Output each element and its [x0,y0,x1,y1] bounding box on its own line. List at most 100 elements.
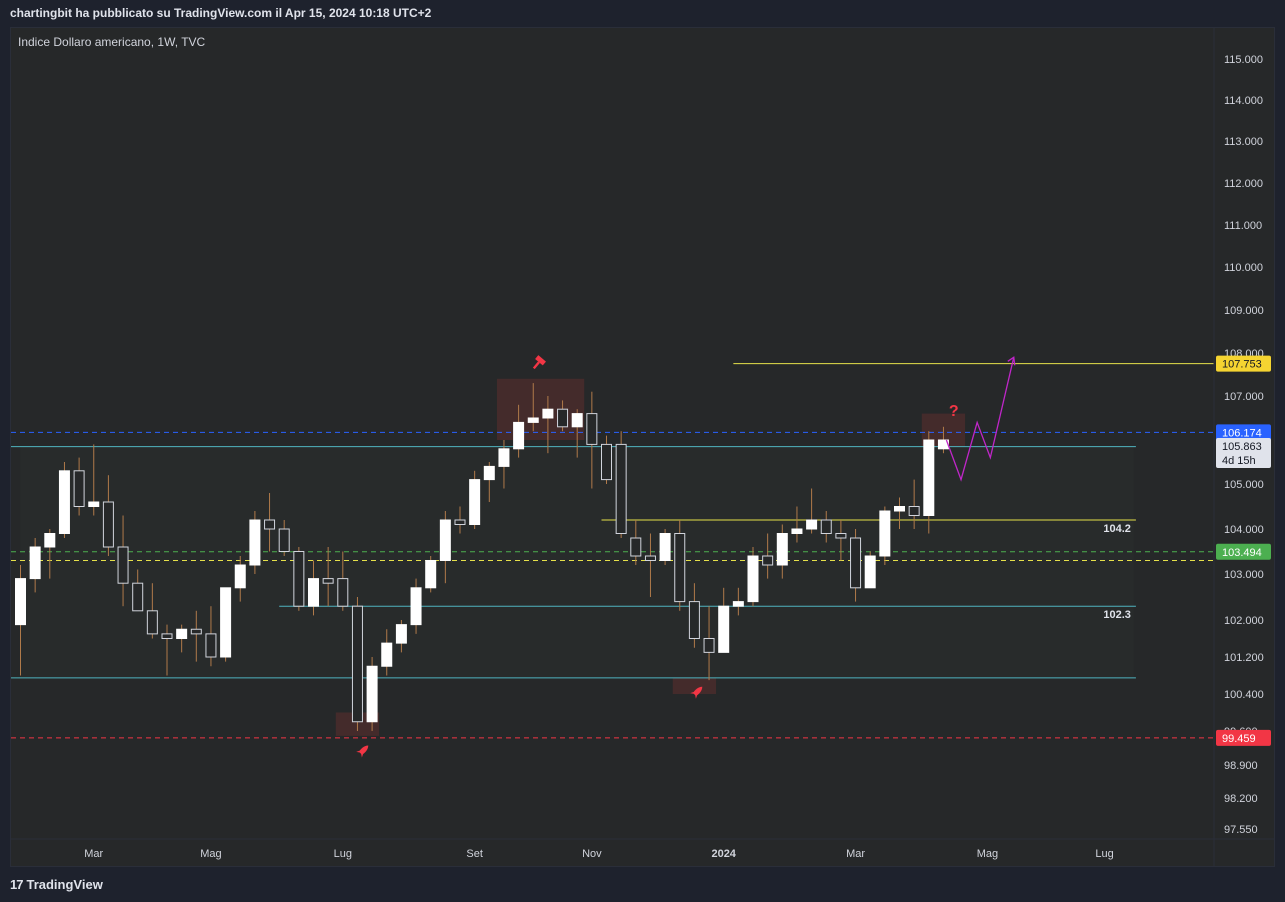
candle [601,435,612,484]
candle-body [395,624,407,644]
candle-body [791,528,803,534]
candle-body [615,443,627,534]
candle [454,506,466,534]
candle-body [205,633,217,658]
candle-body [879,510,891,557]
price-tag-bg [1216,355,1271,372]
price-tag-label: 106.174 [1222,427,1262,439]
price-tag: 99.459 [1216,729,1271,746]
tradingview-logo[interactable]: 17 TradingView [10,877,103,892]
price-tick-label: 107.000 [1224,391,1264,403]
candle-body [439,519,451,561]
candle-body [293,551,305,607]
candle-body [410,587,422,626]
candle [630,520,642,565]
candle-body [894,506,905,512]
price-tick-label: 102.000 [1224,615,1264,627]
candle [44,529,56,579]
candle [29,538,41,593]
candle [410,578,422,634]
current-price-tag: 105.863 4d 15h [1216,438,1271,469]
price-tick-label: 105.000 [1224,479,1264,491]
price-tick-label: 100.400 [1224,689,1264,701]
candle-body [234,564,246,589]
candle-body [146,610,158,635]
price-tick-label: 114.000 [1224,95,1263,107]
candles [15,383,949,731]
hammer-icon [532,355,546,370]
time-tick-label: Mar [846,848,865,860]
price-tag-bg [1216,543,1271,560]
time-tick-label: 2024 [711,848,736,860]
candle [278,520,290,556]
candle [776,524,788,579]
candle-body [483,465,495,481]
symbol-title[interactable]: Indice Dollaro americano, 1W, TVC [18,35,206,49]
candle-body [732,601,744,607]
candle-body [703,638,715,653]
candle [864,551,876,589]
countdown-label: 4d 15h [1222,455,1256,467]
candle [879,506,891,565]
candle [674,520,686,611]
time-tick-label: Set [466,848,483,860]
candle [425,556,437,593]
price-tick-label: 98.900 [1224,760,1258,772]
candle-body [469,479,481,526]
candle [58,462,70,538]
price-tick-label: 113.000 [1224,136,1263,148]
publisher-header: chartingbit ha pubblicato su TradingView… [10,6,432,20]
rocket-body [359,745,369,755]
candle-body [249,519,261,566]
candle-body [88,501,100,507]
rocket-fins [356,750,364,758]
candle [513,404,525,458]
candle [908,479,920,529]
candle [73,457,85,516]
time-tick-label: Lug [334,848,352,860]
candle [439,511,451,584]
candle-body [337,578,349,607]
candle-body [264,519,276,530]
candle-body [308,578,319,607]
projection-path [945,357,1015,482]
candle-body [644,555,656,561]
candle [820,511,832,543]
price-tick-label: 104.000 [1224,524,1264,536]
candle-body [762,555,774,566]
price-tag: 103.494 [1216,543,1271,560]
current-price-label: 105.863 [1222,441,1262,453]
candle-body [806,519,818,530]
candle [293,547,305,611]
candle [498,440,510,489]
price-tick-label: 112.000 [1224,178,1263,190]
tradingview-mark-icon: 17 [10,877,24,892]
candle-body [659,533,671,561]
candle [688,583,700,648]
candle [220,587,232,662]
candle [190,610,202,662]
candle-body [747,555,759,603]
hammer-handle [532,361,540,370]
candle-body [527,417,539,423]
candle [381,629,393,676]
candle-body [557,408,569,428]
candle-body [366,665,378,723]
candle [117,515,129,607]
candle-body [161,633,173,639]
candle-body [220,587,232,658]
candle-body [29,546,41,580]
time-tick-label: Nov [582,848,602,860]
candle-body [498,448,510,467]
time-tick-label: Lug [1095,848,1113,860]
candle [850,529,862,602]
price-tick-label: 101.200 [1224,652,1264,664]
candle-body [835,533,847,539]
time-tick-label: Mag [200,848,221,860]
brand-name: TradingView [26,877,103,892]
candle-body [454,519,466,525]
candle [264,493,276,552]
candle [762,533,774,579]
candle [718,587,730,653]
